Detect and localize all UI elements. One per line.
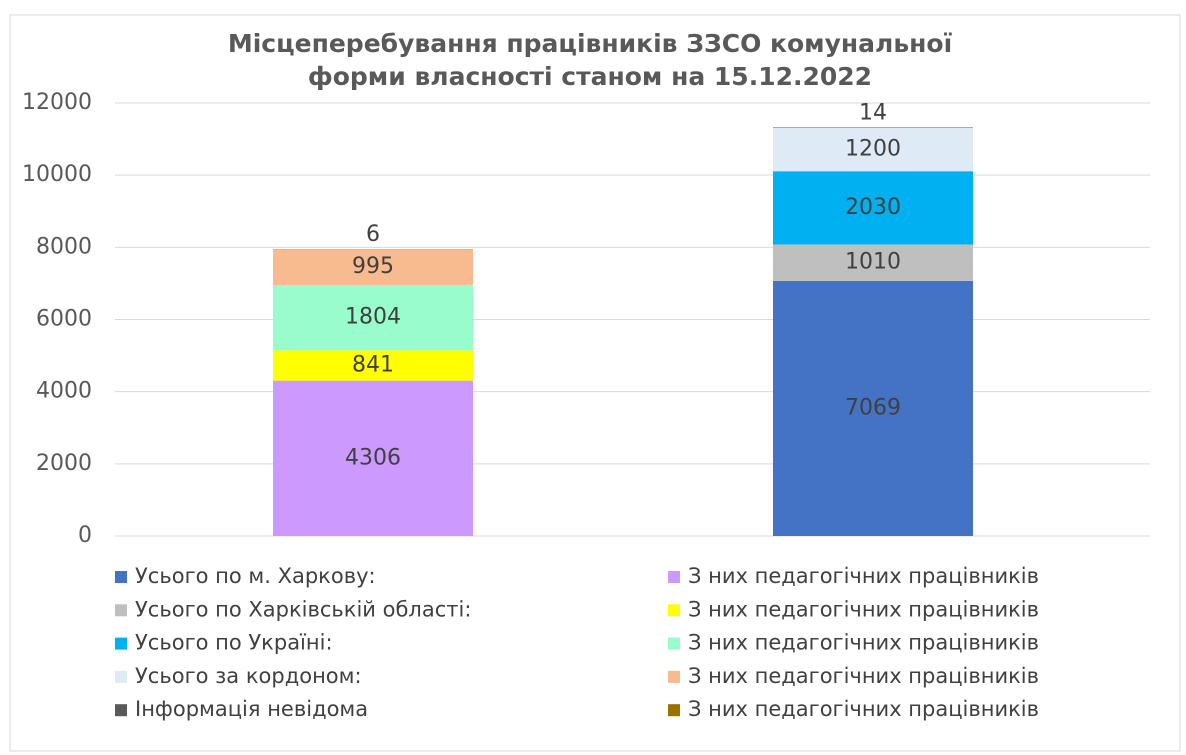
data-label: 1200 (845, 137, 901, 162)
bar-segment (773, 280, 973, 536)
legend-swatch (115, 637, 127, 650)
data-label: 1010 (845, 250, 901, 275)
legend-label: Усього по Харківській області: (135, 597, 471, 621)
bar-segment (773, 171, 973, 245)
legend-label: Усього по Україні: (135, 631, 333, 655)
bar-segment (273, 350, 473, 381)
data-label: 14 (859, 100, 887, 125)
y-tick-label: 0 (78, 523, 92, 548)
legend-swatch (115, 604, 127, 617)
y-tick-label: 6000 (36, 307, 92, 332)
bar-segment (273, 285, 473, 351)
legend-label: З них педагогічних працівників (688, 564, 1039, 588)
legend-label: З них педагогічних працівників (688, 631, 1039, 655)
y-tick-label: 10000 (22, 162, 92, 187)
chart-frame (9, 14, 1181, 752)
y-tick-label: 8000 (36, 234, 92, 259)
bar-segment (773, 127, 973, 172)
data-label: 2030 (845, 195, 901, 220)
data-label: 4306 (345, 445, 401, 470)
legend-label: З них педагогічних працівників (688, 664, 1039, 688)
y-tick-label: 2000 (36, 451, 92, 476)
bar-segment (273, 380, 473, 536)
data-label: 6 (366, 222, 380, 247)
legend-label: З них педагогічних працівників (688, 697, 1039, 721)
legend-swatch (115, 704, 127, 717)
bar-segment (773, 244, 973, 281)
legend-swatch (668, 604, 680, 617)
legend-swatch (668, 637, 680, 650)
legend-label: Усього по м. Харкову: (135, 564, 376, 588)
data-label: 995 (352, 254, 394, 279)
bar-segment (773, 127, 973, 128)
data-label: 841 (352, 352, 394, 377)
y-tick-label: 4000 (36, 379, 92, 404)
y-tick-label: 12000 (22, 90, 92, 115)
bar-segment (273, 249, 473, 286)
legend-swatch (668, 704, 680, 717)
legend-swatch (668, 670, 680, 683)
legend-label: Усього за кордоном: (135, 664, 362, 688)
data-label: 7069 (845, 395, 901, 420)
chart-title: форми власності станом на 15.12.2022 (308, 62, 872, 91)
legend-swatch (115, 670, 127, 683)
data-label: 1804 (345, 305, 401, 330)
legend-label: Інформація невідома (135, 697, 368, 721)
legend-swatch (668, 571, 680, 583)
chart-title: Місцеперебування працівників ЗЗСО комуна… (228, 29, 953, 58)
legend-label: З них педагогічних працівників (688, 597, 1039, 621)
legend-swatch (115, 571, 127, 583)
